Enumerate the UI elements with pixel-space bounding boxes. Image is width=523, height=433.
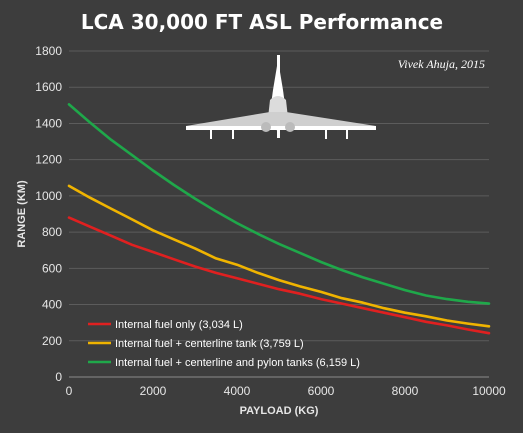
y-tick-label: 800 (42, 225, 62, 239)
legend-label-2: Internal fuel + centerline and pylon tan… (115, 357, 360, 369)
legend-item: Internal fuel + centerline and pylon tan… (88, 357, 360, 369)
series-line-2 (67, 103, 491, 305)
chart-title: LCA 30,000 FT ASL Performance (81, 10, 443, 34)
y-tick-label: 0 (55, 370, 62, 384)
chart-credit: Vivek Ahuja, 2015 (398, 57, 485, 71)
x-tick-label: 6000 (308, 384, 335, 398)
y-tick-label: 1400 (35, 116, 62, 130)
y-axis-title: RANGE (KM) (16, 180, 28, 248)
series-line-0 (67, 216, 491, 335)
series-line-1 (67, 184, 491, 328)
x-axis-title: PAYLOAD (KG) (240, 405, 319, 417)
fighter-jet-icon (186, 55, 376, 139)
x-tick-label: 8000 (392, 384, 419, 398)
legend-label-1: Internal fuel + centerline tank (3,759 L… (115, 338, 304, 350)
series-layer (67, 103, 491, 335)
legend-label-0: Internal fuel only (3,034 L) (115, 319, 243, 331)
legend: Internal fuel only (3,034 L) Internal fu… (88, 319, 360, 369)
x-tick-label: 2000 (140, 384, 167, 398)
x-tick-label: 10000 (472, 384, 506, 398)
y-tick-label: 200 (42, 334, 62, 348)
y-tick-label: 1600 (35, 80, 62, 94)
tick-layer: 0 200 400 600 800 1000 1200 1400 1600 1800 0 2000 40… (35, 44, 506, 398)
legend-item: Internal fuel + centerline tank (3,759 L… (88, 338, 304, 350)
legend-item: Internal fuel only (3,034 L) (88, 319, 243, 331)
y-tick-label: 1800 (35, 44, 62, 58)
y-tick-label: 400 (42, 298, 62, 312)
y-tick-label: 600 (42, 261, 62, 275)
x-tick-label: 4000 (224, 384, 251, 398)
y-tick-label: 1200 (35, 153, 62, 167)
x-tick-label: 0 (66, 384, 73, 398)
y-tick-label: 1000 (35, 189, 62, 203)
